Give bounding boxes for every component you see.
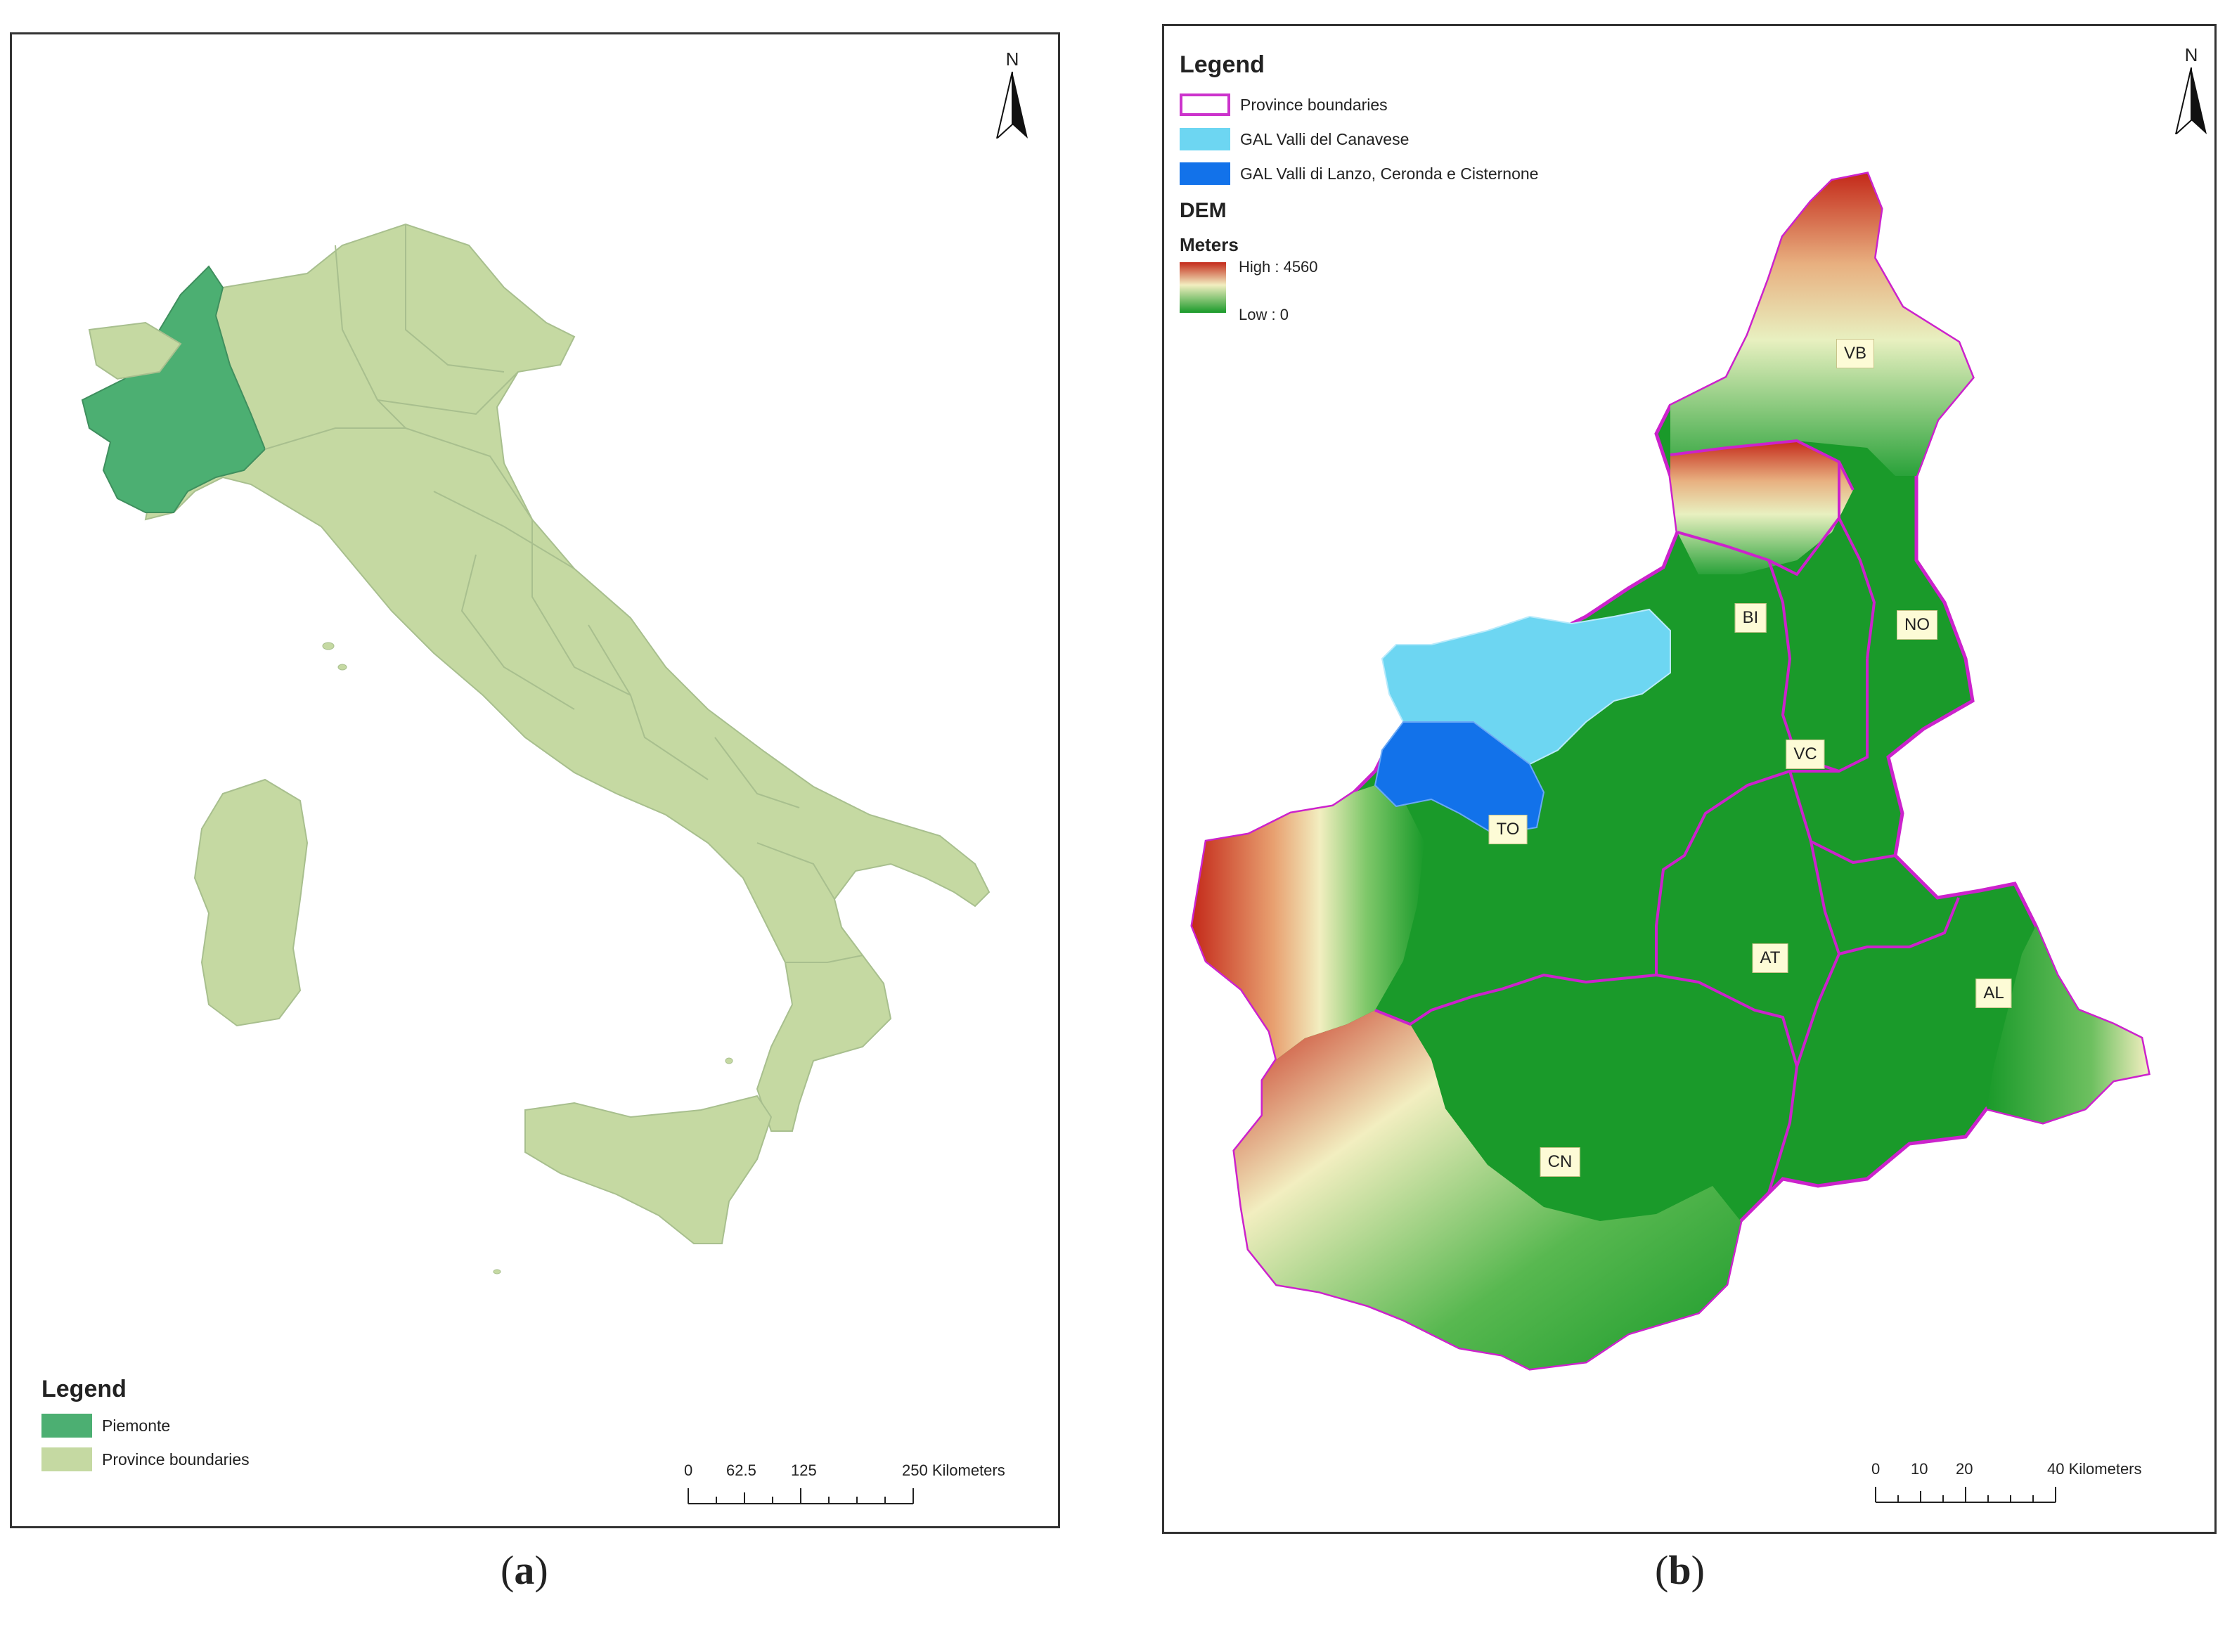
island <box>725 1057 733 1064</box>
dem-relief-north <box>1670 174 1973 476</box>
caption-b-letter: b <box>1668 1547 1691 1593</box>
scale-label: 62.5 <box>726 1461 756 1479</box>
dem-low-label: Low : 0 <box>1239 306 1289 323</box>
dem-relief-west <box>1192 785 1424 1059</box>
swatch-province-boundaries <box>1180 93 1230 116</box>
dem-relief-east <box>1987 926 2148 1123</box>
scale-bar: 0 10 20 40 Kilometers <box>1871 1460 2198 1509</box>
province-boundaries <box>1374 439 1960 1194</box>
scale-bar: 0 62.5 125 250 Kilometers <box>684 1461 1038 1511</box>
legend-item-piemonte: Piemonte <box>41 1414 170 1438</box>
north-arrow: N <box>2174 44 2209 138</box>
island <box>493 1269 501 1275</box>
dem-color-ramp <box>1180 262 1226 313</box>
scale-label: 0 <box>684 1461 693 1479</box>
swatch-piemonte <box>41 1414 92 1438</box>
island <box>337 664 347 671</box>
scale-label: 0 <box>1871 1460 1881 1478</box>
italy-map-panel: N Legend Piemonte Province boundaries 0 … <box>10 32 1060 1528</box>
scale-bar-line <box>688 1488 914 1504</box>
scale-label: 250 Kilometers <box>902 1461 1005 1479</box>
scale-label: 10 <box>1911 1460 1928 1478</box>
swatch-gal-lanzo <box>1180 162 1230 185</box>
italy-mainland <box>144 223 991 1132</box>
legend-label: Province boundaries <box>1240 95 1388 114</box>
dem-relief-south <box>1234 1010 1741 1369</box>
caption-a: (a) <box>501 1547 548 1593</box>
province-label-al: AL <box>1975 979 2012 1008</box>
province-label-bi: BI <box>1734 603 1767 633</box>
scale-label: 20 <box>1956 1460 1973 1478</box>
scale-bar-line <box>1875 1487 2056 1503</box>
province-label-no: NO <box>1897 610 1937 640</box>
legend-item-province-boundaries: Province boundaries <box>41 1447 250 1471</box>
province-label-cn: CN <box>1540 1147 1580 1177</box>
scale-label: 40 Kilometers <box>2047 1460 2142 1478</box>
legend-item-province-boundaries: Province boundaries <box>1180 93 1388 116</box>
north-letter: N <box>1005 49 1019 70</box>
island <box>322 642 335 650</box>
legend-label: Province boundaries <box>102 1450 250 1469</box>
scale-label: 125 <box>791 1461 817 1479</box>
north-arrow-icon <box>2174 67 2207 136</box>
province-label-vc: VC <box>1786 740 1825 769</box>
italy-map <box>81 223 991 1275</box>
caption-a-letter: a <box>514 1547 535 1593</box>
province-label-at: AT <box>1752 943 1788 973</box>
legend-item-gal-canavese: GAL Valli del Canavese <box>1180 128 1409 150</box>
legend-label: GAL Valli di Lanzo, Ceronda e Cisternone <box>1240 164 1539 183</box>
region-boundaries <box>264 224 863 963</box>
province-label-to: TO <box>1488 815 1528 844</box>
legend-title: Legend <box>41 1376 127 1402</box>
dem-units: Meters <box>1180 234 1239 255</box>
piemonte-dem-panel: Legend Province boundaries GAL Valli del… <box>1162 24 2217 1534</box>
dem-relief-northwest <box>1670 441 1853 574</box>
piemonte-dem-map <box>1190 172 2150 1371</box>
north-letter: N <box>2184 44 2198 65</box>
sicily <box>524 1095 773 1244</box>
north-arrow-icon <box>995 71 1028 141</box>
piemonte-region <box>81 265 266 513</box>
legend-label: GAL Valli del Canavese <box>1240 129 1410 148</box>
north-arrow: N <box>995 49 1030 142</box>
legend-title: Legend <box>1180 51 1265 78</box>
aosta-region <box>88 321 182 380</box>
swatch-gal-canavese <box>1180 128 1230 150</box>
dem-title: DEM <box>1180 199 1227 222</box>
province-label-vb: VB <box>1836 339 1875 368</box>
dem-high-label: High : 4560 <box>1239 258 1318 276</box>
sardinia <box>193 778 309 1027</box>
caption-b: (b) <box>1655 1547 1705 1593</box>
legend-item-gal-lanzo: GAL Valli di Lanzo, Ceronda e Cisternone <box>1180 162 1538 185</box>
swatch-province-boundaries <box>41 1447 92 1471</box>
legend-label: Piemonte <box>102 1416 171 1435</box>
